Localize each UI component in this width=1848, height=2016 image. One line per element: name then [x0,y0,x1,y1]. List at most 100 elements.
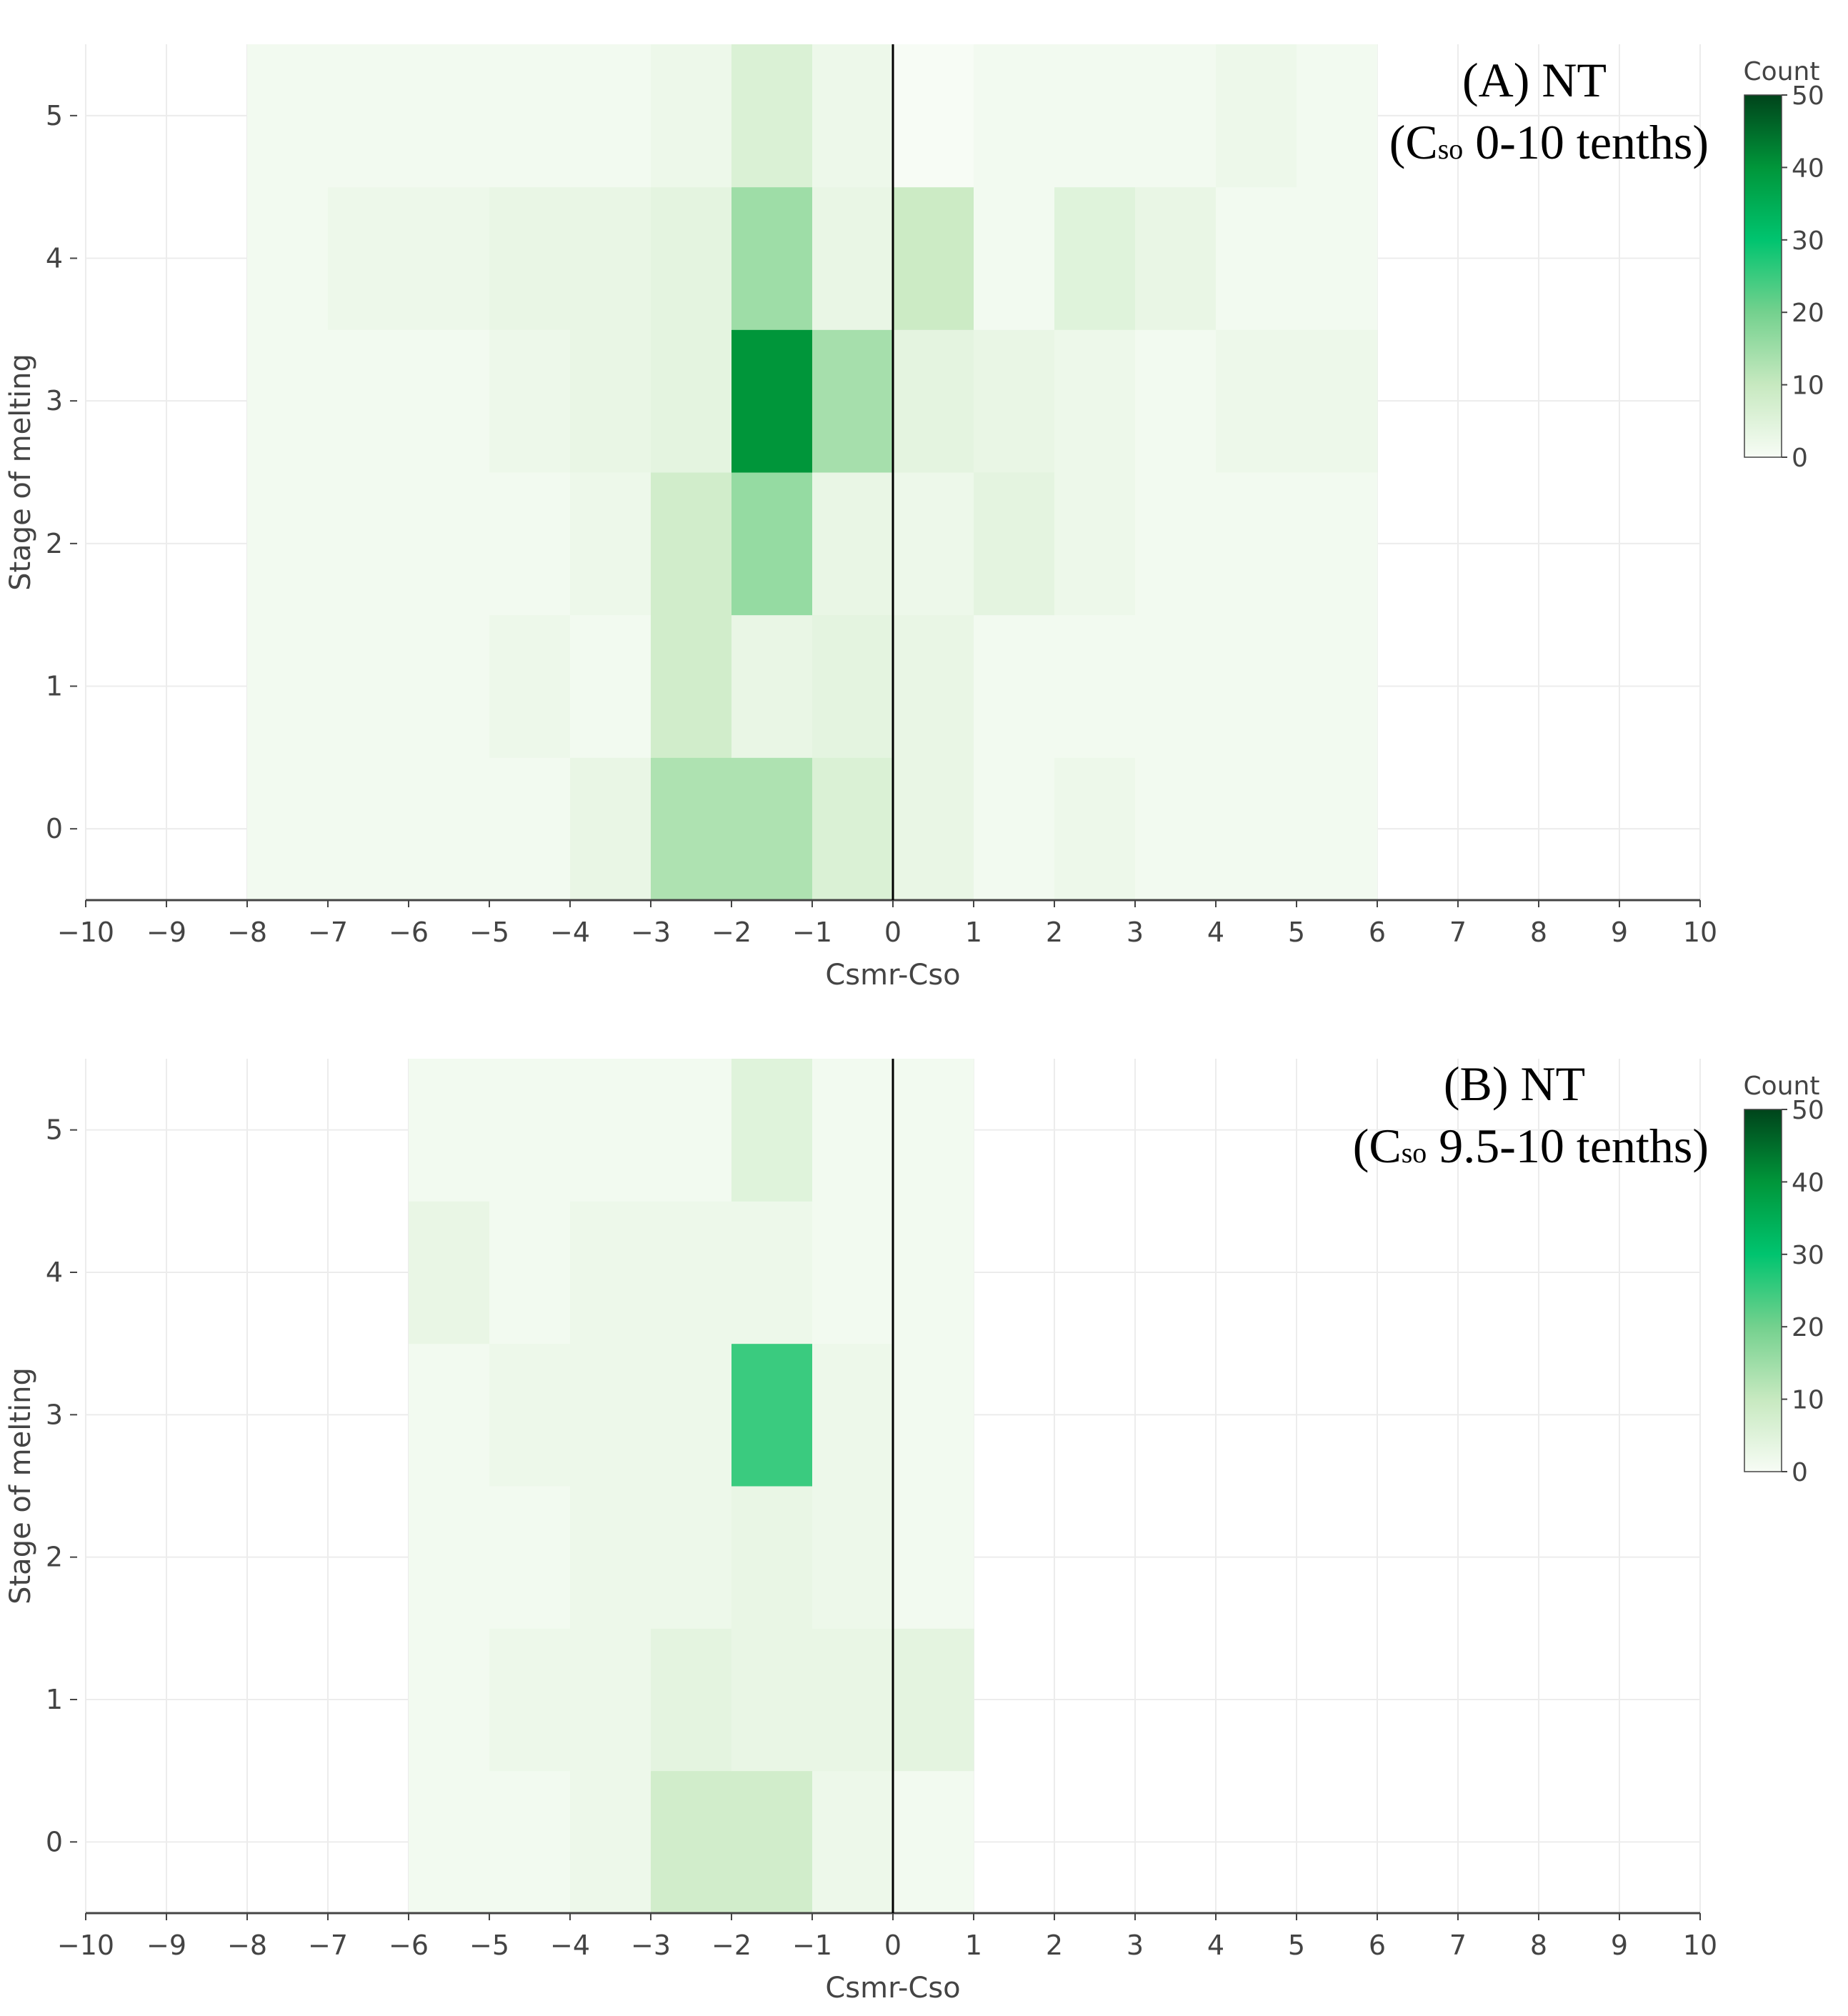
heatmap-cell [651,1059,732,1202]
subtitle-rest: 0-10 tenths) [1463,115,1709,169]
heatmap-cell [247,757,329,901]
x-axis-label: Csmr-Cso [825,1972,960,2005]
x-tick-label: 1 [965,1930,982,1961]
x-tick-label: 6 [1369,1930,1386,1961]
heatmap-cell [1297,186,1378,330]
heatmap-cell [812,1486,894,1629]
x-tick-label: −10 [57,1930,114,1961]
heatmap-cell [974,472,1055,616]
y-tick-label: 0 [46,813,63,844]
heatmap-cell [1297,614,1378,758]
heatmap-cell [974,329,1055,473]
colorbar-tick-label: 30 [1792,226,1824,256]
heatmap-cell [328,757,409,901]
subtitle-subscript: so [1402,1137,1427,1169]
x-tick-label: −8 [227,917,267,948]
x-tick-label: 0 [884,1930,901,1961]
y-tick-label: 5 [46,100,63,131]
heatmap-cell [651,1343,732,1487]
x-tick-label: 9 [1611,1930,1628,1961]
x-tick-label: 0 [884,917,901,948]
heatmap-cell [893,614,974,758]
x-tick-label: −5 [469,1930,509,1961]
heatmap-cell [812,757,894,901]
x-tick-label: −1 [792,1930,832,1961]
heatmap-cell [409,1343,490,1487]
x-tick-label: −3 [631,917,671,948]
heatmap-cell [651,186,732,330]
colorbar-tick-label: 10 [1792,1386,1824,1415]
y-tick-label: 1 [46,671,63,702]
heatmap-cell [409,472,490,616]
heatmap-cell [893,1201,974,1344]
panel-title: (A) NT [1462,53,1607,107]
heatmap-cell [489,1201,571,1344]
heatmap-cell [409,44,490,188]
y-tick-label: 2 [46,1542,63,1573]
heatmap-cell [651,1628,732,1772]
heatmap-cell [1054,472,1136,616]
heatmap-cell [974,44,1055,188]
heatmap-cell [489,1628,571,1772]
heatmap-cell [1216,757,1297,901]
heatmap-cell [409,757,490,901]
x-axis-label: Csmr-Cso [825,959,960,992]
colorbar [1744,94,1782,458]
heatmap-cell [651,757,732,901]
heatmap-cell [812,1059,894,1202]
heatmap-cell [974,614,1055,758]
heatmap-cell [489,614,571,758]
heatmap-cell [1297,329,1378,473]
x-tick-label: 9 [1611,917,1628,948]
heatmap-cell [731,1486,813,1629]
heatmap-cell [1054,186,1136,330]
heatmap-cell [247,614,329,758]
heatmap-cell [893,329,974,473]
x-tick-label: 8 [1530,1930,1547,1961]
heatmap-cell [409,1201,490,1344]
heatmap-cell [651,1486,732,1629]
heatmap-cell [570,329,651,473]
colorbar-tick-label: 10 [1792,371,1824,401]
heatmap-cell [651,1201,732,1344]
heatmap-cell [1135,329,1217,473]
x-tick-label: 2 [1046,1930,1063,1961]
heatmap-cell [409,1770,490,1914]
heatmap-cell [651,614,732,758]
heatmap-cell [812,44,894,188]
colorbar-tick-label: 40 [1792,154,1824,183]
heatmap-cell [893,757,974,901]
heatmap-cell [731,186,813,330]
heatmap-cell [489,44,571,188]
x-tick-label: 3 [1127,917,1144,948]
heatmap-cell [489,1059,571,1202]
colorbar-title: Count [1744,1072,1820,1101]
heatmap-cell [731,329,813,473]
colorbar-tick-label: 50 [1792,81,1824,111]
heatmap-cell [812,1201,894,1344]
heatmap-cell [812,1770,894,1914]
heatmap-cell [893,44,974,188]
x-tick-label: 4 [1207,917,1224,948]
x-tick-label: 1 [965,917,982,948]
subtitle-rest: 9.5-10 tenths) [1427,1119,1709,1173]
heatmap-cell [247,186,329,330]
heatmap-cell [570,757,651,901]
heatmap-cell [409,1059,490,1202]
x-tick-label: −6 [389,917,429,948]
heatmap-cell [651,329,732,473]
heatmap-cell [731,44,813,188]
heatmap-cell [731,614,813,758]
subtitle-prefix: (C [1389,115,1438,169]
heatmap-cell [570,1628,651,1772]
heatmap-cell [1216,614,1297,758]
heatmap-cell [731,472,813,616]
x-tick-label: 5 [1288,1930,1305,1961]
x-tick-label: 7 [1449,1930,1467,1961]
heatmap-cell [1216,186,1297,330]
y-tick-label: 3 [46,385,63,416]
heatmap-cell [328,472,409,616]
heatmap-cell [812,329,894,473]
heatmap-cell [731,1770,813,1914]
